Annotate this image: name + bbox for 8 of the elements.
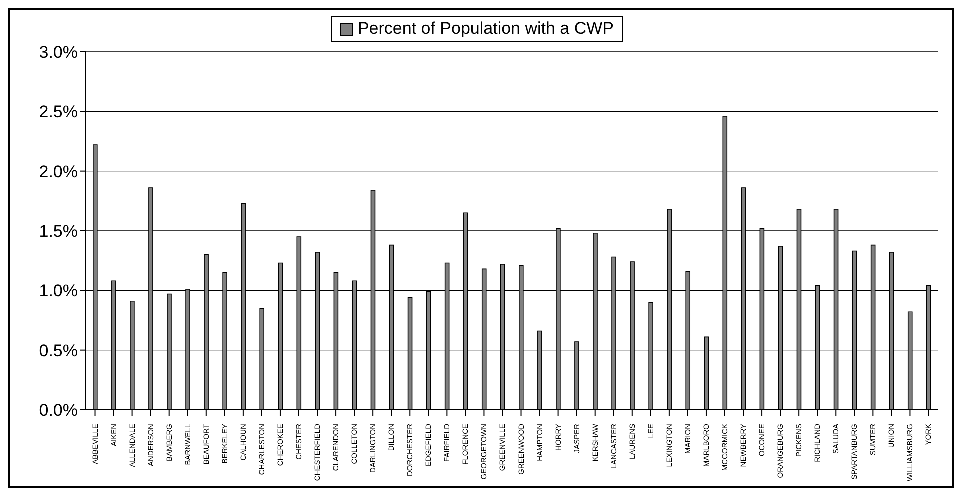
y-tick-label: 2.5%	[39, 102, 78, 122]
y-tick-label: 0.0%	[39, 401, 78, 420]
y-tick-label: 2.0%	[39, 162, 78, 182]
y-tick-label: 1.5%	[39, 222, 78, 242]
legend-label: Percent of Population with a CWP	[358, 19, 614, 39]
y-tick-label: 1.0%	[39, 282, 78, 301]
y-tick-label: 3.0%	[39, 43, 78, 62]
y-tick-label: 0.5%	[39, 341, 78, 360]
